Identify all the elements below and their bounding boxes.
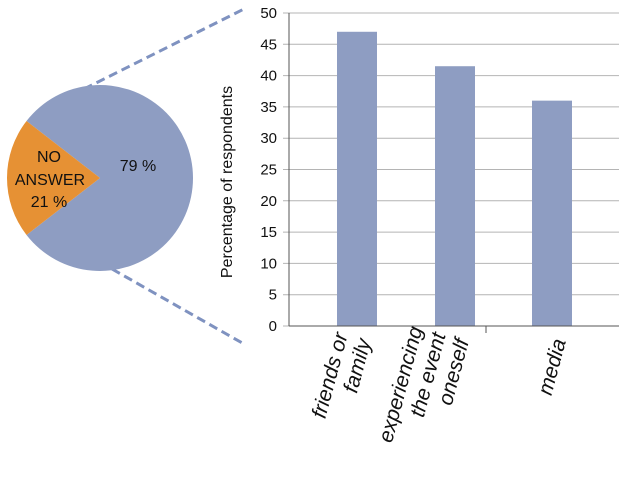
y-tick-label: 50 — [260, 5, 277, 22]
y-tick-label: 15 — [260, 224, 277, 241]
y-tick-label: 35 — [260, 99, 277, 116]
x-category-label: friends orfamily — [308, 329, 376, 427]
pie-label-answered: 79 % — [120, 158, 156, 175]
y-tick-label: 0 — [269, 318, 277, 335]
pie-label-no-answer-line3: 21 % — [31, 194, 67, 211]
y-tick-labels: 0 5 10 15 20 25 30 35 40 45 50 — [260, 5, 277, 335]
bar-chart: 0 5 10 15 20 25 30 35 40 45 50 friends orfamilyexp… — [219, 5, 619, 458]
y-tick-label: 20 — [260, 193, 277, 210]
y-axis-title: Percentage of respondents — [219, 86, 236, 278]
bars — [337, 31, 572, 327]
bar — [532, 100, 572, 326]
pie-slice-answered — [26, 84, 194, 271]
bar — [337, 31, 377, 327]
connector-line-bottom — [111, 267, 245, 346]
bar — [435, 66, 475, 327]
y-tick-label: 5 — [269, 287, 277, 304]
pie-label-no-answer-line2: ANSWER — [15, 172, 85, 189]
pie-label-no-answer-line1: NO — [37, 149, 61, 166]
pie-slice-no-answer — [6, 120, 101, 236]
y-tick-label: 40 — [260, 68, 277, 85]
pie-chart: 79 % NO ANSWER 21 % — [6, 84, 194, 271]
y-tick-label: 45 — [260, 36, 277, 53]
connector-line-top — [83, 7, 245, 91]
y-tick-label: 30 — [260, 130, 277, 147]
x-category-label-line: media — [534, 336, 571, 397]
x-category-label: media — [534, 336, 571, 397]
x-category-label: experiencingthe eventoneself — [374, 322, 474, 458]
y-tick-label: 10 — [260, 255, 277, 272]
y-tick-label: 25 — [260, 162, 277, 179]
